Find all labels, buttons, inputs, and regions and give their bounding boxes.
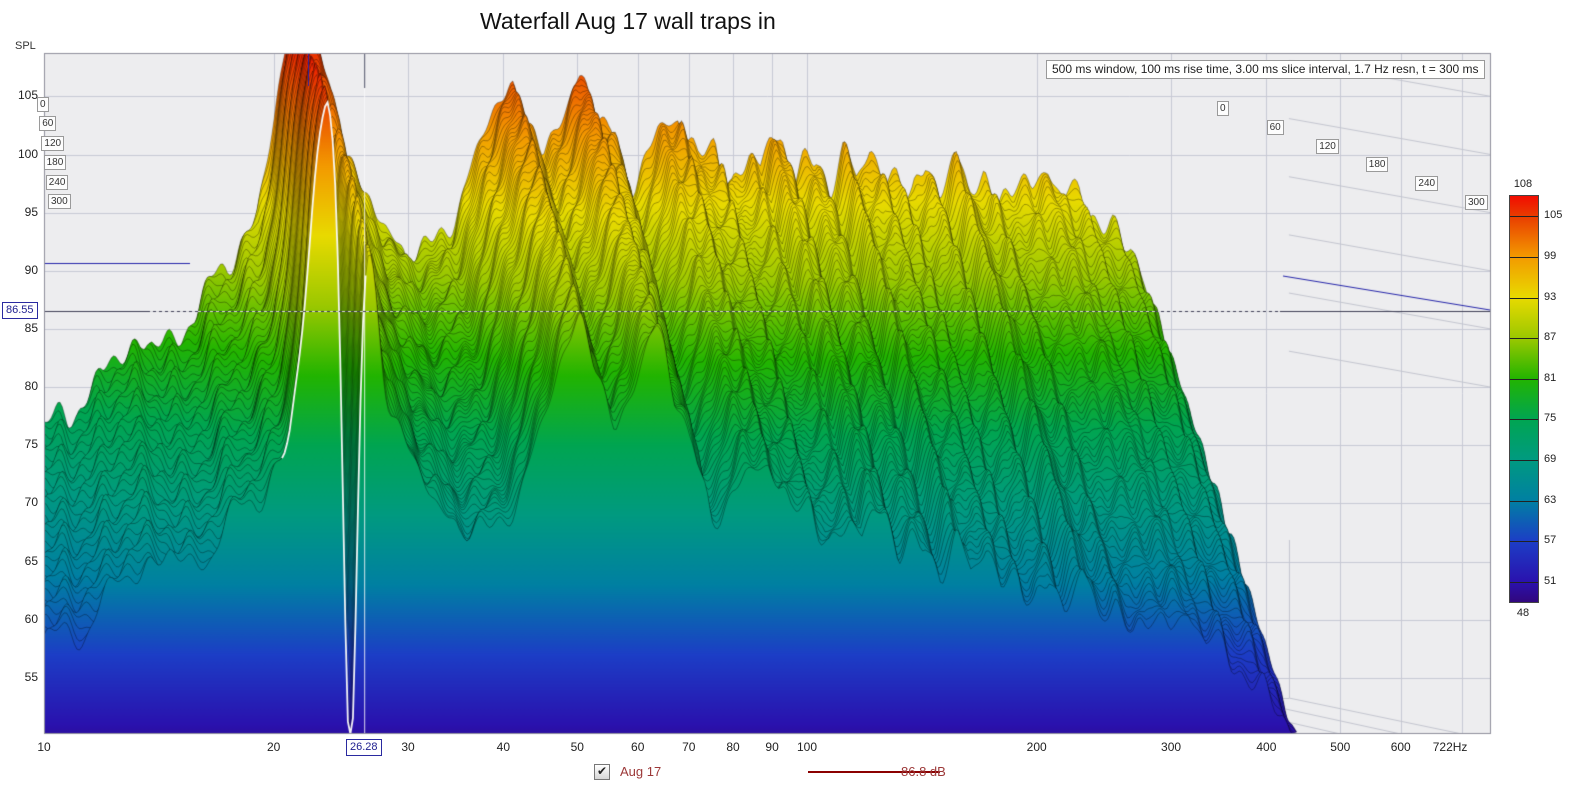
trace-name[interactable]: Aug 17 [620, 764, 662, 779]
spl-tick: 75 [24, 437, 38, 452]
color-scale-boundary [1510, 459, 1538, 461]
time-tick-right: 0 [1217, 101, 1229, 116]
color-scale-tick: 81 [1544, 371, 1557, 384]
freq-tick: 300 [1161, 740, 1182, 754]
spl-tick: 100 [17, 146, 38, 161]
cursor-freq-readout: 26.28 [346, 739, 382, 756]
spl-tick: 65 [24, 553, 38, 568]
freq-tick: 500 [1330, 740, 1351, 754]
spl-axis-label: SPL [15, 40, 36, 52]
color-scale-boundary [1510, 297, 1538, 299]
freq-tick: 10 [37, 740, 51, 754]
time-tick-left: 240 [45, 174, 69, 190]
time-tick-right: 240 [1415, 176, 1439, 192]
time-tick-left: 300 [48, 194, 71, 209]
color-scale-tick: 75 [1544, 412, 1557, 425]
color-scale-tick: 57 [1544, 534, 1557, 547]
freq-tick: 80 [726, 740, 740, 754]
spl-tick: 55 [24, 669, 38, 684]
spl-tick: 90 [24, 262, 38, 277]
cursor-spl-readout: 86.55 [2, 302, 38, 319]
time-tick-right: 180 [1365, 157, 1389, 173]
color-scale-boundary [1510, 500, 1538, 502]
color-scale-tick: 69 [1544, 452, 1557, 465]
color-scale-tick: 93 [1544, 290, 1557, 303]
freq-tick: 722Hz [1432, 740, 1468, 754]
color-scale-boundary [1510, 216, 1538, 218]
color-scale-boundary [1510, 256, 1538, 258]
page-title: Waterfall Aug 17 wall traps in [480, 8, 776, 34]
spl-tick: 60 [24, 611, 38, 626]
freq-tick: 600 [1390, 740, 1411, 754]
freq-tick: 30 [401, 740, 415, 754]
color-scale-min: 48 [1516, 607, 1530, 619]
color-scale-max: 108 [1513, 178, 1533, 190]
color-scale-tick: 87 [1544, 331, 1557, 344]
time-tick-left: 120 [41, 135, 65, 151]
trace-color-line [808, 771, 940, 773]
spl-tick: 95 [24, 204, 38, 219]
time-tick-left: 0 [37, 97, 49, 112]
spl-tick: 70 [24, 495, 38, 510]
color-scale-tick: 105 [1544, 209, 1563, 222]
time-tick-right: 60 [1266, 119, 1284, 135]
spl-tick: 80 [24, 379, 38, 394]
color-scale-tick: 51 [1544, 574, 1557, 587]
color-scale-boundary [1510, 419, 1538, 421]
freq-tick: 50 [570, 740, 584, 754]
color-scale-boundary [1510, 541, 1538, 543]
trace-visibility-checkbox[interactable]: ✔ [594, 764, 610, 780]
trace-value: 86.8 dB [901, 764, 946, 779]
time-tick-right: 300 [1465, 195, 1488, 210]
color-scale-boundary [1510, 378, 1538, 380]
freq-tick: 400 [1256, 740, 1277, 754]
color-scale-boundary [1510, 338, 1538, 340]
color-scale-tick: 99 [1544, 249, 1557, 262]
freq-tick: 90 [765, 740, 779, 754]
freq-tick: 200 [1026, 740, 1047, 754]
measurement-info-box: 500 ms window, 100 ms rise time, 3.00 ms… [1046, 60, 1485, 79]
time-tick-right: 120 [1316, 138, 1339, 154]
time-tick-left: 60 [39, 116, 57, 132]
freq-tick: 100 [796, 740, 818, 754]
legend: ✔ Aug 17 86.8 dB [0, 760, 1572, 790]
freq-tick: 70 [682, 740, 696, 754]
color-scale-tick: 63 [1544, 493, 1557, 506]
time-tick-left: 180 [43, 155, 67, 171]
spl-tick: 85 [24, 321, 38, 336]
spl-tick: 105 [17, 88, 38, 103]
freq-tick: 60 [631, 740, 645, 754]
color-scale-bar: 105 99 93 87 81 75 69 63 57 51 [1509, 195, 1562, 603]
freq-tick: 20 [266, 740, 281, 754]
color-scale: 108 105 99 93 87 81 75 69 63 57 51 48 [1509, 178, 1562, 619]
color-scale-boundary [1510, 581, 1538, 583]
freq-tick: 40 [496, 740, 511, 754]
